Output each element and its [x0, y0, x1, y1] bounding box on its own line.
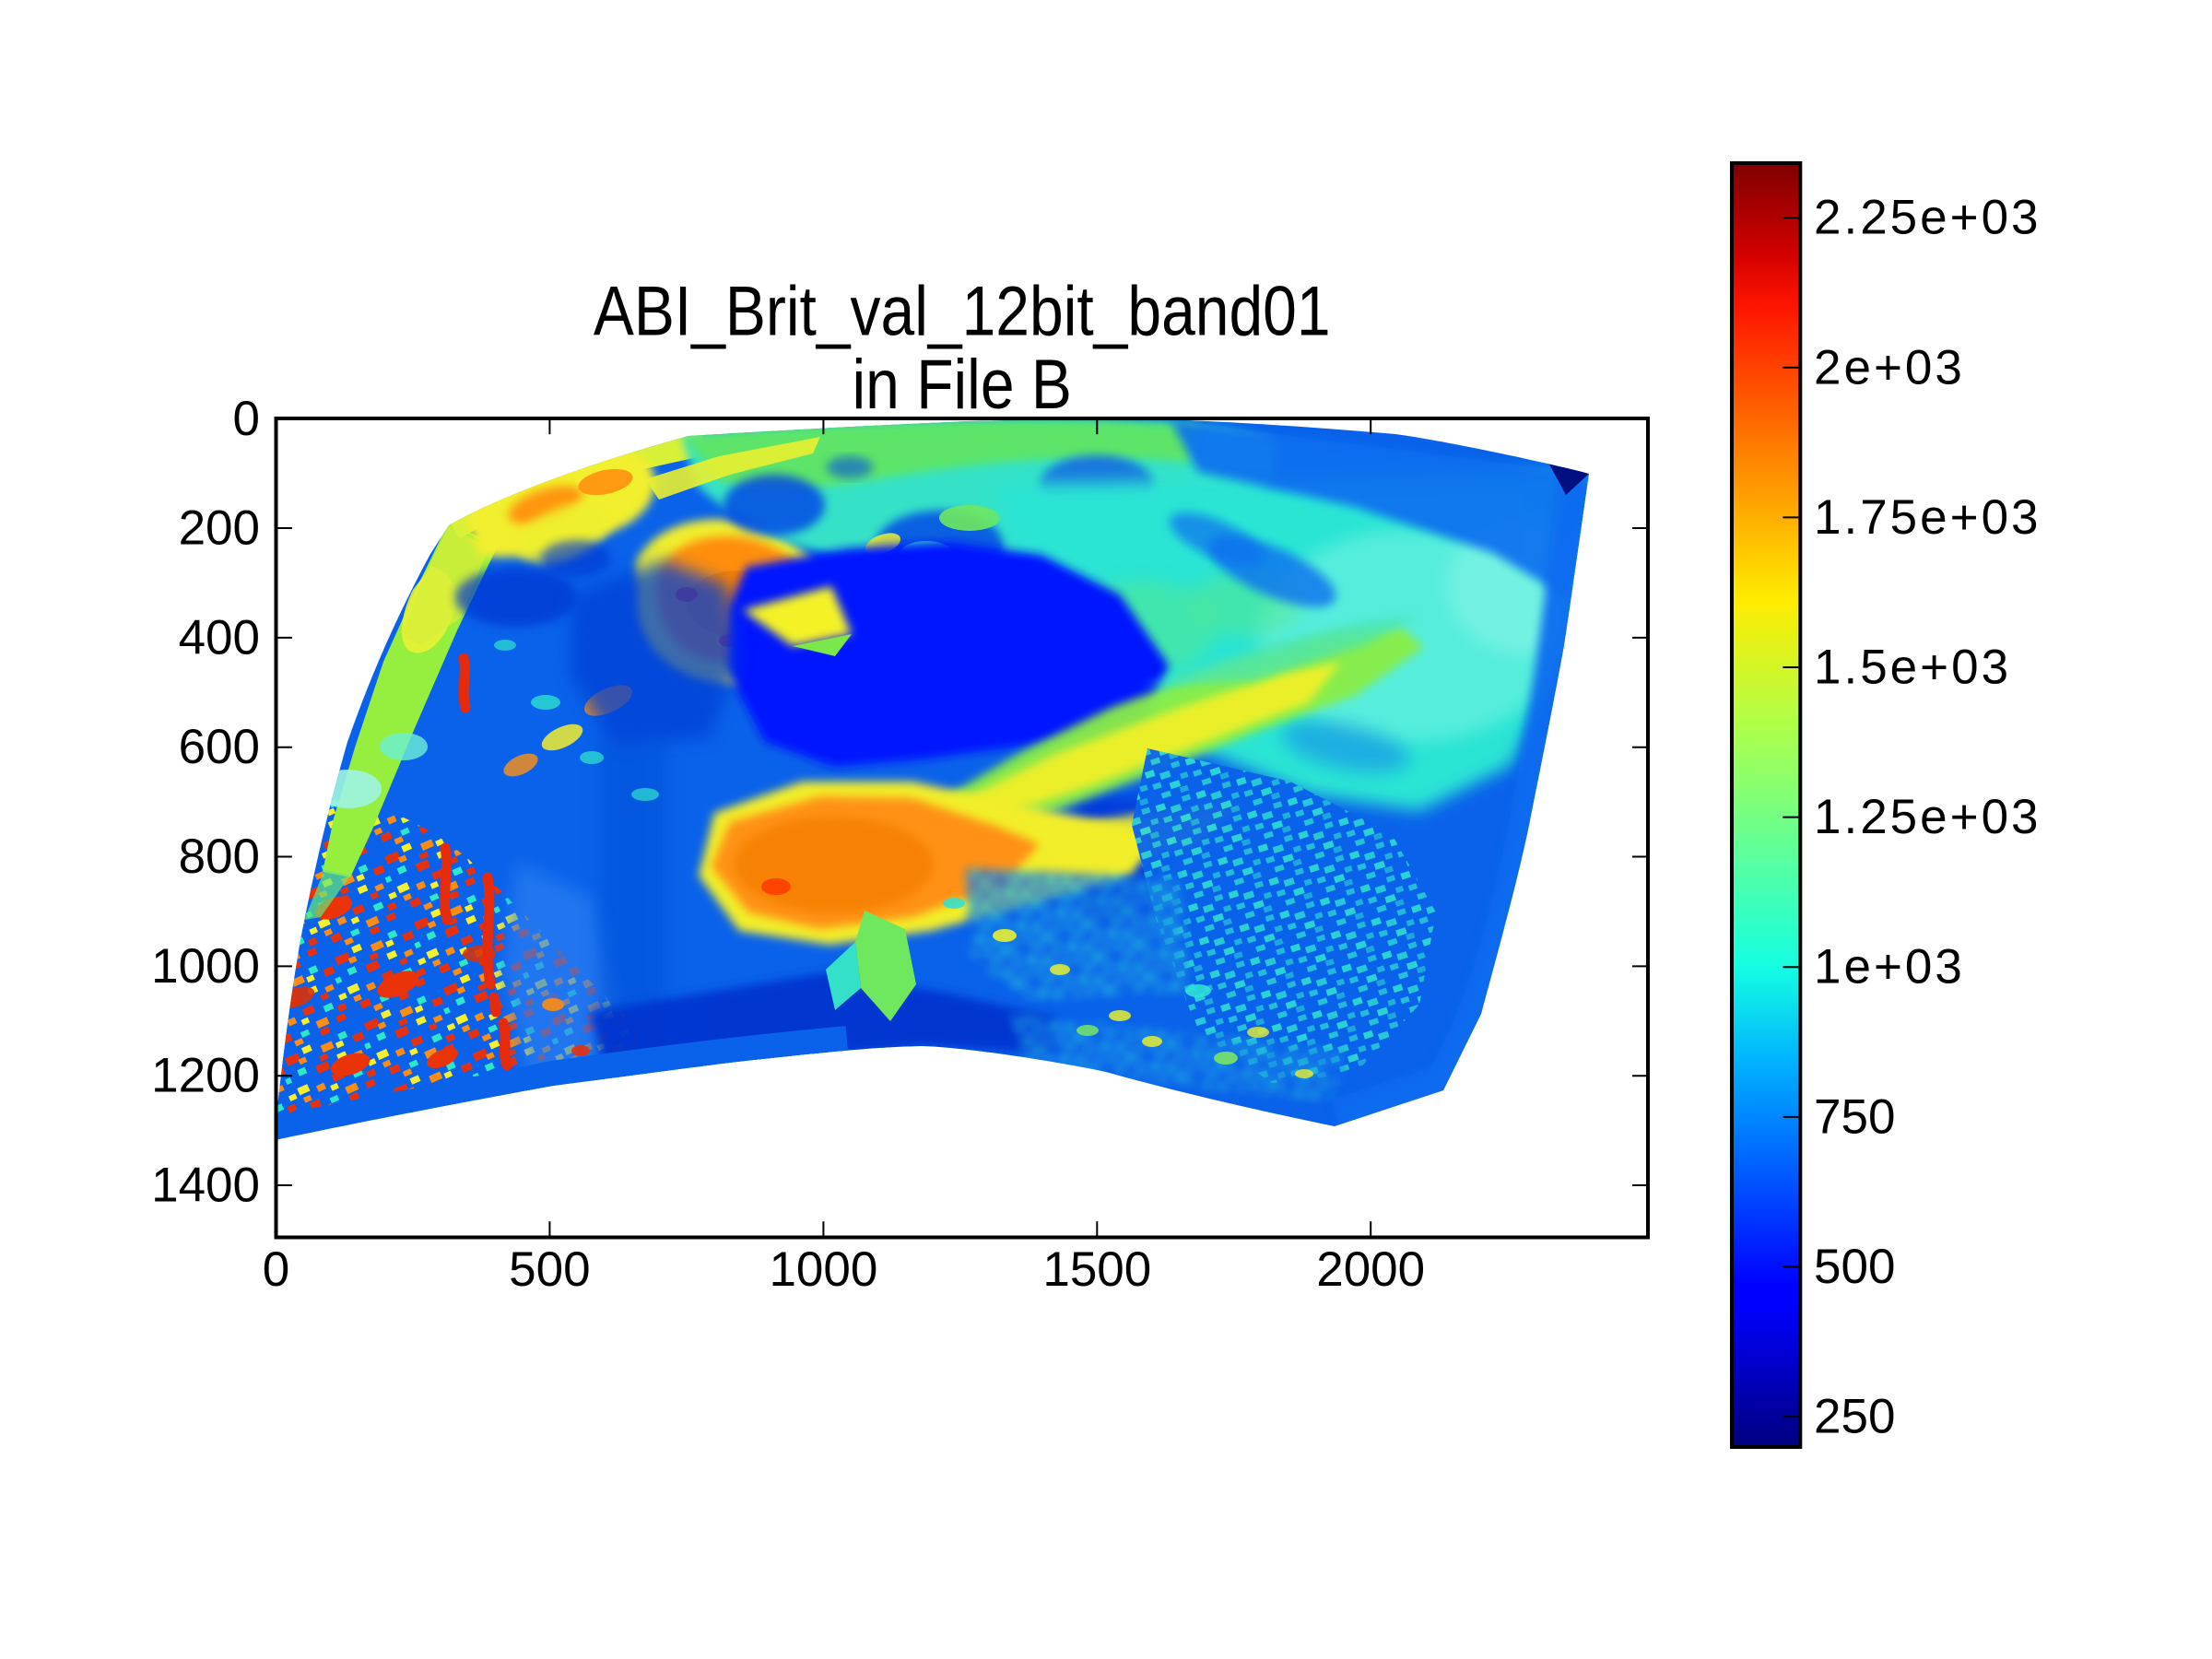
svg-text:1500: 1500 — [1042, 1242, 1151, 1297]
svg-text:600: 600 — [179, 720, 260, 774]
svg-text:750: 750 — [1814, 1089, 1895, 1144]
svg-text:1e+03: 1e+03 — [1814, 940, 1965, 994]
svg-text:2.25e+03: 2.25e+03 — [1814, 191, 2041, 245]
svg-text:2e+03: 2e+03 — [1814, 340, 1965, 394]
svg-text:500: 500 — [1814, 1240, 1895, 1294]
svg-text:1.75e+03: 1.75e+03 — [1814, 490, 2041, 545]
svg-text:0: 0 — [233, 392, 260, 446]
svg-text:1200: 1200 — [151, 1049, 260, 1103]
svg-text:1.25e+03: 1.25e+03 — [1814, 790, 2041, 844]
svg-text:500: 500 — [509, 1242, 590, 1297]
svg-text:800: 800 — [179, 830, 260, 884]
svg-text:1000: 1000 — [151, 939, 260, 994]
svg-text:1.5e+03: 1.5e+03 — [1814, 641, 2011, 695]
svg-text:400: 400 — [179, 610, 260, 665]
svg-text:250: 250 — [1814, 1390, 1895, 1444]
svg-text:200: 200 — [179, 501, 260, 556]
svg-text:1000: 1000 — [769, 1242, 877, 1297]
svg-text:1400: 1400 — [151, 1159, 260, 1213]
svg-text:ABI_Brit_val_12bit_band01: ABI_Brit_val_12bit_band01 — [594, 272, 1331, 351]
svg-text:0: 0 — [263, 1242, 289, 1297]
svg-text:in File B: in File B — [853, 346, 1072, 425]
svg-text:2000: 2000 — [1316, 1242, 1425, 1297]
